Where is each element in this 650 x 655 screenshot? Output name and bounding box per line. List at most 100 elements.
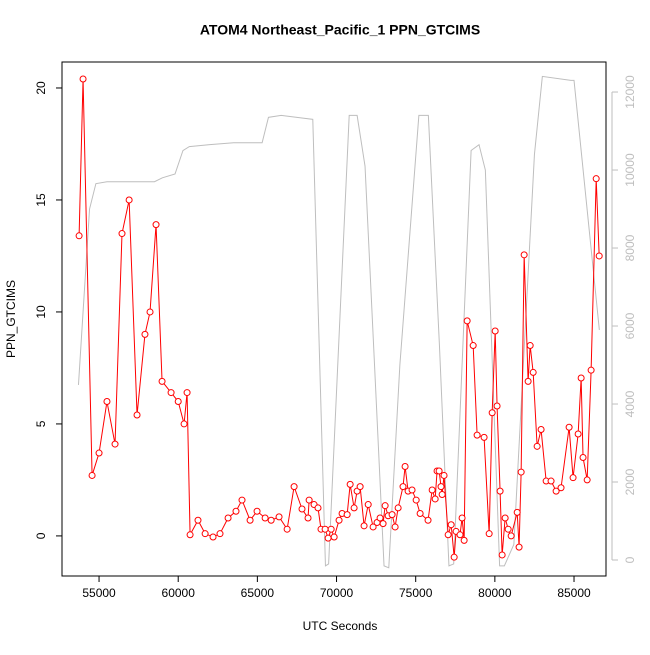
data-point xyxy=(88,471,96,479)
data-point xyxy=(493,402,501,410)
data-point xyxy=(513,508,521,516)
data-point xyxy=(595,252,603,260)
data-point xyxy=(304,514,312,522)
data-point xyxy=(447,521,455,529)
data-point xyxy=(485,530,493,538)
data-point xyxy=(592,175,600,183)
y2-tick-label: 6000 xyxy=(623,312,637,339)
data-point xyxy=(533,442,541,450)
data-point xyxy=(95,449,103,457)
data-point xyxy=(330,533,338,541)
y2-tick-label: 10000 xyxy=(623,153,637,187)
data-point xyxy=(343,511,351,519)
data-point xyxy=(167,389,175,397)
y2-tick-label: 0 xyxy=(623,556,637,563)
data-point xyxy=(118,230,126,238)
data-point xyxy=(552,487,560,495)
data-point xyxy=(437,483,445,491)
data-point xyxy=(75,232,83,240)
data-point xyxy=(517,468,525,476)
x-axis-label: UTC Seconds xyxy=(303,619,378,633)
data-point xyxy=(335,516,343,524)
data-point xyxy=(346,480,354,488)
data-point xyxy=(379,520,387,528)
data-point xyxy=(376,514,384,522)
data-point xyxy=(438,490,446,498)
data-point xyxy=(152,221,160,229)
data-point xyxy=(431,495,439,503)
data-point xyxy=(253,507,261,515)
data-point xyxy=(587,366,595,374)
data-point xyxy=(183,389,191,397)
x-tick-label: 60000 xyxy=(162,586,196,600)
x-tick-label: 85000 xyxy=(557,586,591,600)
data-point xyxy=(246,516,254,524)
y-tick-label: 0 xyxy=(34,532,48,539)
data-point xyxy=(504,525,512,533)
data-point xyxy=(79,75,87,83)
data-point xyxy=(435,467,443,475)
data-point xyxy=(261,514,269,522)
data-point xyxy=(583,476,591,484)
y2-tick-label: 12000 xyxy=(623,75,637,109)
data-point xyxy=(174,398,182,406)
data-point xyxy=(565,423,573,431)
plot-frame xyxy=(61,61,607,577)
x-tick-label: 75000 xyxy=(399,586,433,600)
data-point xyxy=(547,477,555,485)
data-point xyxy=(194,516,202,524)
y-tick-label: 10 xyxy=(34,305,48,319)
data-point xyxy=(579,454,587,462)
data-point xyxy=(408,486,416,494)
data-point xyxy=(469,342,477,350)
data-point xyxy=(388,511,396,519)
data-point xyxy=(305,496,313,504)
data-point xyxy=(290,483,298,491)
data-point xyxy=(496,487,504,495)
y-tick-label: 5 xyxy=(34,420,48,427)
data-point xyxy=(501,514,509,522)
data-point xyxy=(416,510,424,518)
data-point xyxy=(428,486,436,494)
data-point xyxy=(327,525,335,533)
data-point xyxy=(209,533,217,541)
data-point xyxy=(480,433,488,441)
data-point xyxy=(186,531,194,539)
data-point xyxy=(450,553,458,561)
data-point xyxy=(364,501,372,509)
data-point xyxy=(180,420,188,428)
data-point xyxy=(456,531,464,539)
data-point xyxy=(381,502,389,510)
y2-tick-label: 8000 xyxy=(623,234,637,261)
data-point xyxy=(267,516,275,524)
data-point xyxy=(440,471,448,479)
data-point xyxy=(224,514,232,522)
data-point xyxy=(125,196,133,204)
data-point xyxy=(458,514,466,522)
data-point xyxy=(524,377,532,385)
data-point xyxy=(111,440,119,448)
data-point xyxy=(460,536,468,544)
data-point xyxy=(394,504,402,512)
data-point xyxy=(158,377,166,385)
data-point xyxy=(507,532,515,540)
data-point xyxy=(314,504,322,512)
y2-tick-label: 2000 xyxy=(623,468,637,495)
y-axis-label: PPN_GTCIMS xyxy=(4,280,18,358)
data-point xyxy=(526,342,534,350)
chart-title: ATOM4 Northeast_Pacific_1 PPN_GTCIMS xyxy=(200,22,480,38)
data-point xyxy=(141,330,149,338)
data-point xyxy=(401,462,409,470)
data-point xyxy=(488,409,496,417)
data-point xyxy=(216,530,224,538)
x-tick-label: 70000 xyxy=(320,586,354,600)
x-tick-label: 65000 xyxy=(241,586,275,600)
data-point xyxy=(529,368,537,376)
data-point xyxy=(391,523,399,531)
data-point xyxy=(537,426,545,434)
data-point xyxy=(557,484,565,492)
data-point xyxy=(321,525,329,533)
data-point xyxy=(463,317,471,325)
data-point xyxy=(201,530,209,538)
